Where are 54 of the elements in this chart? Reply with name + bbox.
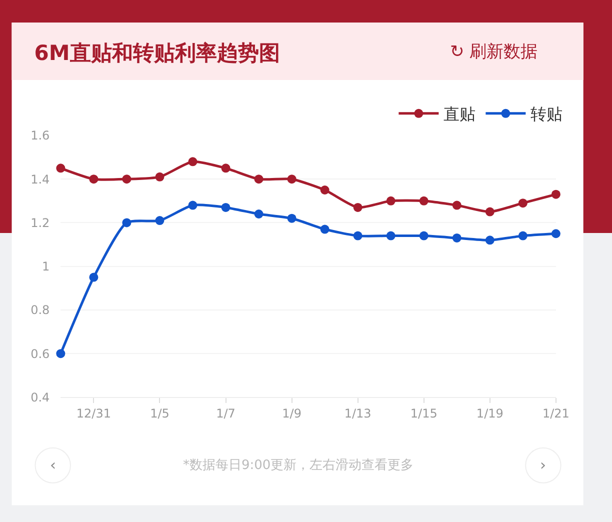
point	[56, 349, 66, 358]
point	[353, 202, 362, 212]
y-tick-label: 0.4	[30, 390, 50, 404]
x-tick-label: 1/9	[282, 406, 302, 421]
x-tick-label: 1/7	[216, 406, 236, 421]
point	[287, 174, 296, 184]
point	[551, 229, 560, 238]
point	[221, 164, 230, 173]
legend-label: 直贴	[444, 104, 476, 124]
legend-label: 转贴	[530, 104, 563, 124]
x-tick-label: 1/13	[344, 406, 372, 421]
x-tick-label: 1/5	[150, 406, 170, 421]
chart-title: 6M直贴和转贴利率趋势图	[34, 41, 280, 66]
text: ↻ 刷新数据	[450, 42, 538, 62]
point	[386, 231, 396, 240]
point	[353, 231, 362, 240]
y-tick-label: 1.4	[30, 172, 50, 186]
y-tick-label: 1.6	[30, 128, 50, 143]
x-tick-label: 1/19	[476, 406, 504, 421]
point	[221, 202, 230, 212]
y-tick-label: 1	[42, 260, 50, 274]
point	[122, 174, 132, 184]
point	[254, 174, 264, 184]
y-tick-label: 0.8	[30, 303, 50, 318]
point	[155, 216, 164, 226]
text: *数据每日9:00更新，左右滑动查看更多	[183, 458, 414, 473]
point	[320, 224, 330, 234]
point	[518, 231, 528, 240]
point	[551, 190, 560, 199]
point	[254, 210, 264, 218]
point	[188, 200, 198, 210]
point	[188, 157, 198, 166]
point	[485, 207, 494, 216]
y-tick-label: 1.2	[30, 216, 50, 230]
point	[419, 231, 428, 240]
point	[518, 198, 528, 208]
y-tick-label: 0.6	[30, 346, 50, 361]
point	[89, 272, 98, 282]
x-tick-label: 12/31	[76, 406, 111, 421]
point	[485, 236, 494, 245]
x-tick-label: 1/15	[410, 406, 438, 421]
text: ›	[540, 456, 546, 474]
point	[287, 214, 296, 223]
point	[56, 164, 66, 173]
point	[386, 196, 396, 206]
point	[89, 174, 98, 184]
point	[122, 218, 132, 228]
x-tick-label: 1/21	[542, 406, 570, 421]
point	[320, 186, 330, 194]
text: ‹	[50, 456, 56, 474]
point	[452, 200, 462, 210]
point	[452, 233, 462, 242]
point	[155, 172, 164, 182]
point	[419, 196, 428, 206]
